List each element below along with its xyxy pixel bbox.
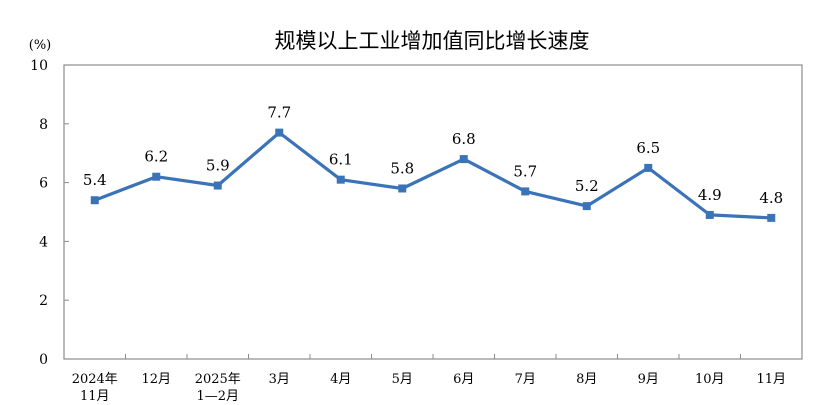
data-point <box>152 172 161 181</box>
data-label: 5.2 <box>575 177 599 195</box>
x-tick-label-line: 7月 <box>515 372 536 387</box>
x-tick-label-line: 12月 <box>141 372 171 387</box>
data-point <box>90 196 99 205</box>
data-point <box>521 187 530 196</box>
data-label: 5.4 <box>83 171 107 189</box>
y-tick-label: 10 <box>30 58 48 74</box>
data-point <box>705 210 714 219</box>
x-tick-label: 7月 <box>515 372 536 387</box>
y-tick-label: 4 <box>39 234 48 250</box>
x-tick-label: 11月 <box>756 372 786 387</box>
x-tick-label: 10月 <box>695 372 725 387</box>
data-label: 6.1 <box>329 151 353 169</box>
x-tick-label-line: 2025年 <box>195 372 241 387</box>
data-label: 5.7 <box>513 162 537 180</box>
x-tick-label-line: 11月 <box>756 372 786 387</box>
data-point <box>767 213 776 222</box>
data-label: 6.5 <box>636 139 660 157</box>
data-label: 5.8 <box>390 159 414 177</box>
x-tick-label-line: 5月 <box>392 372 413 387</box>
x-tick-label-line: 10月 <box>695 372 725 387</box>
x-tick-label: 12月 <box>141 372 171 387</box>
x-tick-label-line: 2024年 <box>72 372 118 387</box>
x-tick-label-line: 9月 <box>638 372 659 387</box>
x-tick-label-line: 1—2月 <box>196 389 239 404</box>
data-point <box>582 202 591 211</box>
x-tick-label-line: 8月 <box>576 372 597 387</box>
x-tick-label: 2025年 1—2月 <box>195 372 241 404</box>
x-tick-label: 8月 <box>576 372 597 387</box>
y-tick-label: 2 <box>39 293 48 309</box>
data-label: 4.8 <box>759 189 783 207</box>
data-label: 6.8 <box>452 130 476 148</box>
chart-title: 规模以上工业增加值同比增长速度 <box>275 29 590 53</box>
y-axis-unit: (%) <box>29 38 52 53</box>
x-tick-label: 3月 <box>269 372 290 387</box>
x-tick-label: 9月 <box>638 372 659 387</box>
y-tick-label: 8 <box>39 117 48 133</box>
data-label: 5.9 <box>206 157 230 175</box>
data-point <box>644 163 653 172</box>
x-tick-label: 5月 <box>392 372 413 387</box>
plot-frame <box>63 64 803 360</box>
data-point <box>336 175 345 184</box>
x-tick-label-line: 3月 <box>269 372 290 387</box>
x-tick-label-line: 11月 <box>80 389 110 404</box>
y-tick-label: 6 <box>39 176 48 192</box>
data-point <box>275 128 284 137</box>
data-point <box>398 184 407 193</box>
data-point <box>459 155 468 164</box>
x-tick-label-line: 4月 <box>330 372 351 387</box>
x-tick-label: 6月 <box>453 372 474 387</box>
data-label: 6.2 <box>144 148 168 166</box>
data-label: 4.9 <box>698 186 722 204</box>
y-tick-label: 0 <box>39 352 48 368</box>
x-tick-label: 2024年 11月 <box>72 372 118 404</box>
x-tick-label-line: 6月 <box>453 372 474 387</box>
data-point <box>213 181 222 190</box>
x-tick-label: 4月 <box>330 372 351 387</box>
series-line <box>94 131 772 220</box>
data-label: 7.7 <box>267 104 291 122</box>
